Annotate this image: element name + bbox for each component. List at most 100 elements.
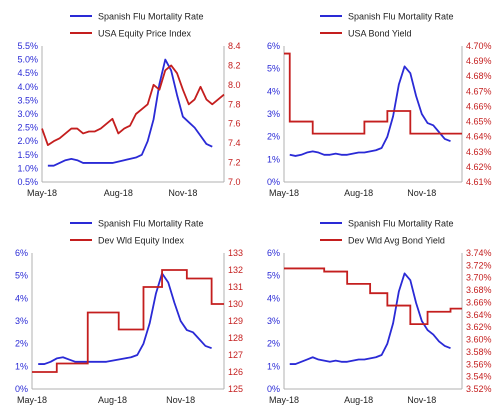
right-tick-label: 3.68% (466, 285, 492, 295)
right-tick-label: 4.69% (466, 56, 492, 66)
right-tick-label: 4.67% (466, 86, 492, 96)
legend-label: USA Bond Yield (348, 29, 412, 39)
right-tick-label: 7.4 (228, 138, 241, 148)
left-tick-label: 5.5% (17, 41, 38, 51)
x-tick-label: Aug-18 (344, 395, 373, 405)
right-tick-label: 3.62% (466, 322, 492, 332)
legend-label: Dev Wld Equity Index (98, 236, 185, 246)
left-tick-label: 1.0% (17, 163, 38, 173)
legend-entry: Spanish Flu Mortality Rate (70, 219, 204, 229)
right-tick-label: 3.54% (466, 372, 492, 382)
left-tick-label: 0% (267, 384, 280, 394)
right-tick-label: 8.2 (228, 60, 241, 70)
left-tick-label: 1.5% (17, 150, 38, 160)
legend-label: Spanish Flu Mortality Rate (98, 12, 204, 22)
left-tick-label: 0.5% (17, 177, 38, 187)
left-tick-label: 5% (267, 271, 280, 281)
left-tick-label: 5% (15, 271, 28, 281)
left-tick-label: 2% (267, 339, 280, 349)
series-line-mortality (289, 65, 451, 157)
legend-label: Spanish Flu Mortality Rate (348, 12, 454, 22)
legend-label: Spanish Flu Mortality Rate (98, 219, 204, 229)
left-tick-label: 4% (267, 293, 280, 303)
left-tick-label: 0% (267, 177, 280, 187)
legend-label: USA Equity Price Index (98, 29, 192, 39)
x-tick-label: Nov-18 (166, 395, 195, 405)
x-tick-label: Aug-18 (98, 395, 127, 405)
left-tick-label: 5.0% (17, 55, 38, 65)
series-line-mortality (38, 272, 212, 365)
right-tick-label: 4.64% (466, 132, 492, 142)
legend-entry: Spanish Flu Mortality Rate (320, 219, 454, 229)
left-tick-label: 6% (267, 248, 280, 258)
left-tick-label: 2% (15, 339, 28, 349)
right-tick-label: 127 (228, 350, 243, 360)
right-tick-label: 8.0 (228, 80, 241, 90)
x-tick-label: May-18 (269, 395, 299, 405)
right-tick-label: 4.63% (466, 147, 492, 157)
left-tick-label: 4.5% (17, 68, 38, 78)
right-tick-label: 3.74% (466, 248, 492, 258)
right-tick-label: 125 (228, 384, 243, 394)
left-tick-label: 4% (15, 293, 28, 303)
right-tick-label: 4.61% (466, 177, 492, 187)
left-tick-label: 3.5% (17, 95, 38, 105)
x-tick-label: Nov-18 (407, 395, 436, 405)
right-tick-label: 3.64% (466, 310, 492, 320)
right-tick-label: 3.52% (466, 384, 492, 394)
x-tick-label: Aug-18 (344, 188, 373, 198)
right-tick-label: 4.65% (466, 117, 492, 127)
left-tick-label: 1% (15, 361, 28, 371)
series-line-market (32, 269, 224, 373)
legend-entry: USA Equity Price Index (70, 29, 192, 39)
left-tick-label: 2.0% (17, 136, 38, 146)
left-tick-label: 3.0% (17, 109, 38, 119)
x-tick-label: May-18 (269, 188, 299, 198)
legend-entry: Spanish Flu Mortality Rate (320, 12, 454, 22)
right-tick-label: 3.56% (466, 359, 492, 369)
right-tick-label: 3.66% (466, 297, 492, 307)
right-tick-label: 4.68% (466, 71, 492, 81)
legend-entry: USA Bond Yield (320, 29, 412, 39)
left-tick-label: 3% (267, 109, 280, 119)
left-tick-label: 5% (267, 64, 280, 74)
right-tick-label: 131 (228, 282, 243, 292)
right-tick-label: 128 (228, 333, 243, 343)
series-line-market (41, 64, 225, 146)
legend-entry: Dev Wld Equity Index (70, 236, 185, 246)
right-tick-label: 126 (228, 367, 243, 377)
left-tick-label: 1% (267, 361, 280, 371)
right-tick-label: 3.60% (466, 335, 492, 345)
right-tick-label: 7.6 (228, 119, 241, 129)
right-tick-label: 7.0 (228, 177, 241, 187)
right-tick-label: 4.70% (466, 41, 492, 51)
right-tick-label: 4.62% (466, 162, 492, 172)
right-tick-label: 3.70% (466, 273, 492, 283)
legend-entry: Spanish Flu Mortality Rate (70, 12, 204, 22)
right-tick-label: 130 (228, 299, 243, 309)
left-tick-label: 2.5% (17, 123, 38, 133)
series-line-market (284, 52, 462, 135)
legend-entry: Dev Wld Avg Bond Yield (320, 236, 445, 246)
x-tick-label: Nov-18 (168, 188, 197, 198)
left-tick-label: 2% (267, 132, 280, 142)
right-tick-label: 129 (228, 316, 243, 326)
left-tick-label: 3% (267, 316, 280, 326)
series-line-mortality (47, 58, 213, 167)
right-tick-label: 7.2 (228, 158, 241, 168)
left-tick-label: 6% (267, 41, 280, 51)
left-tick-label: 6% (15, 248, 28, 258)
right-tick-label: 4.66% (466, 101, 492, 111)
right-tick-label: 132 (228, 265, 243, 275)
right-tick-label: 3.58% (466, 347, 492, 357)
legend-label: Spanish Flu Mortality Rate (348, 219, 454, 229)
series-line-market (284, 267, 462, 325)
chart-panel-1: Spanish Flu Mortality Rate USA Equity Pri… (17, 12, 241, 199)
legend-label: Dev Wld Avg Bond Yield (348, 236, 445, 246)
right-tick-label: 7.8 (228, 99, 241, 109)
x-tick-label: Aug-18 (104, 188, 133, 198)
left-tick-label: 4.0% (17, 82, 38, 92)
right-tick-label: 133 (228, 248, 243, 258)
left-tick-label: 4% (267, 86, 280, 96)
